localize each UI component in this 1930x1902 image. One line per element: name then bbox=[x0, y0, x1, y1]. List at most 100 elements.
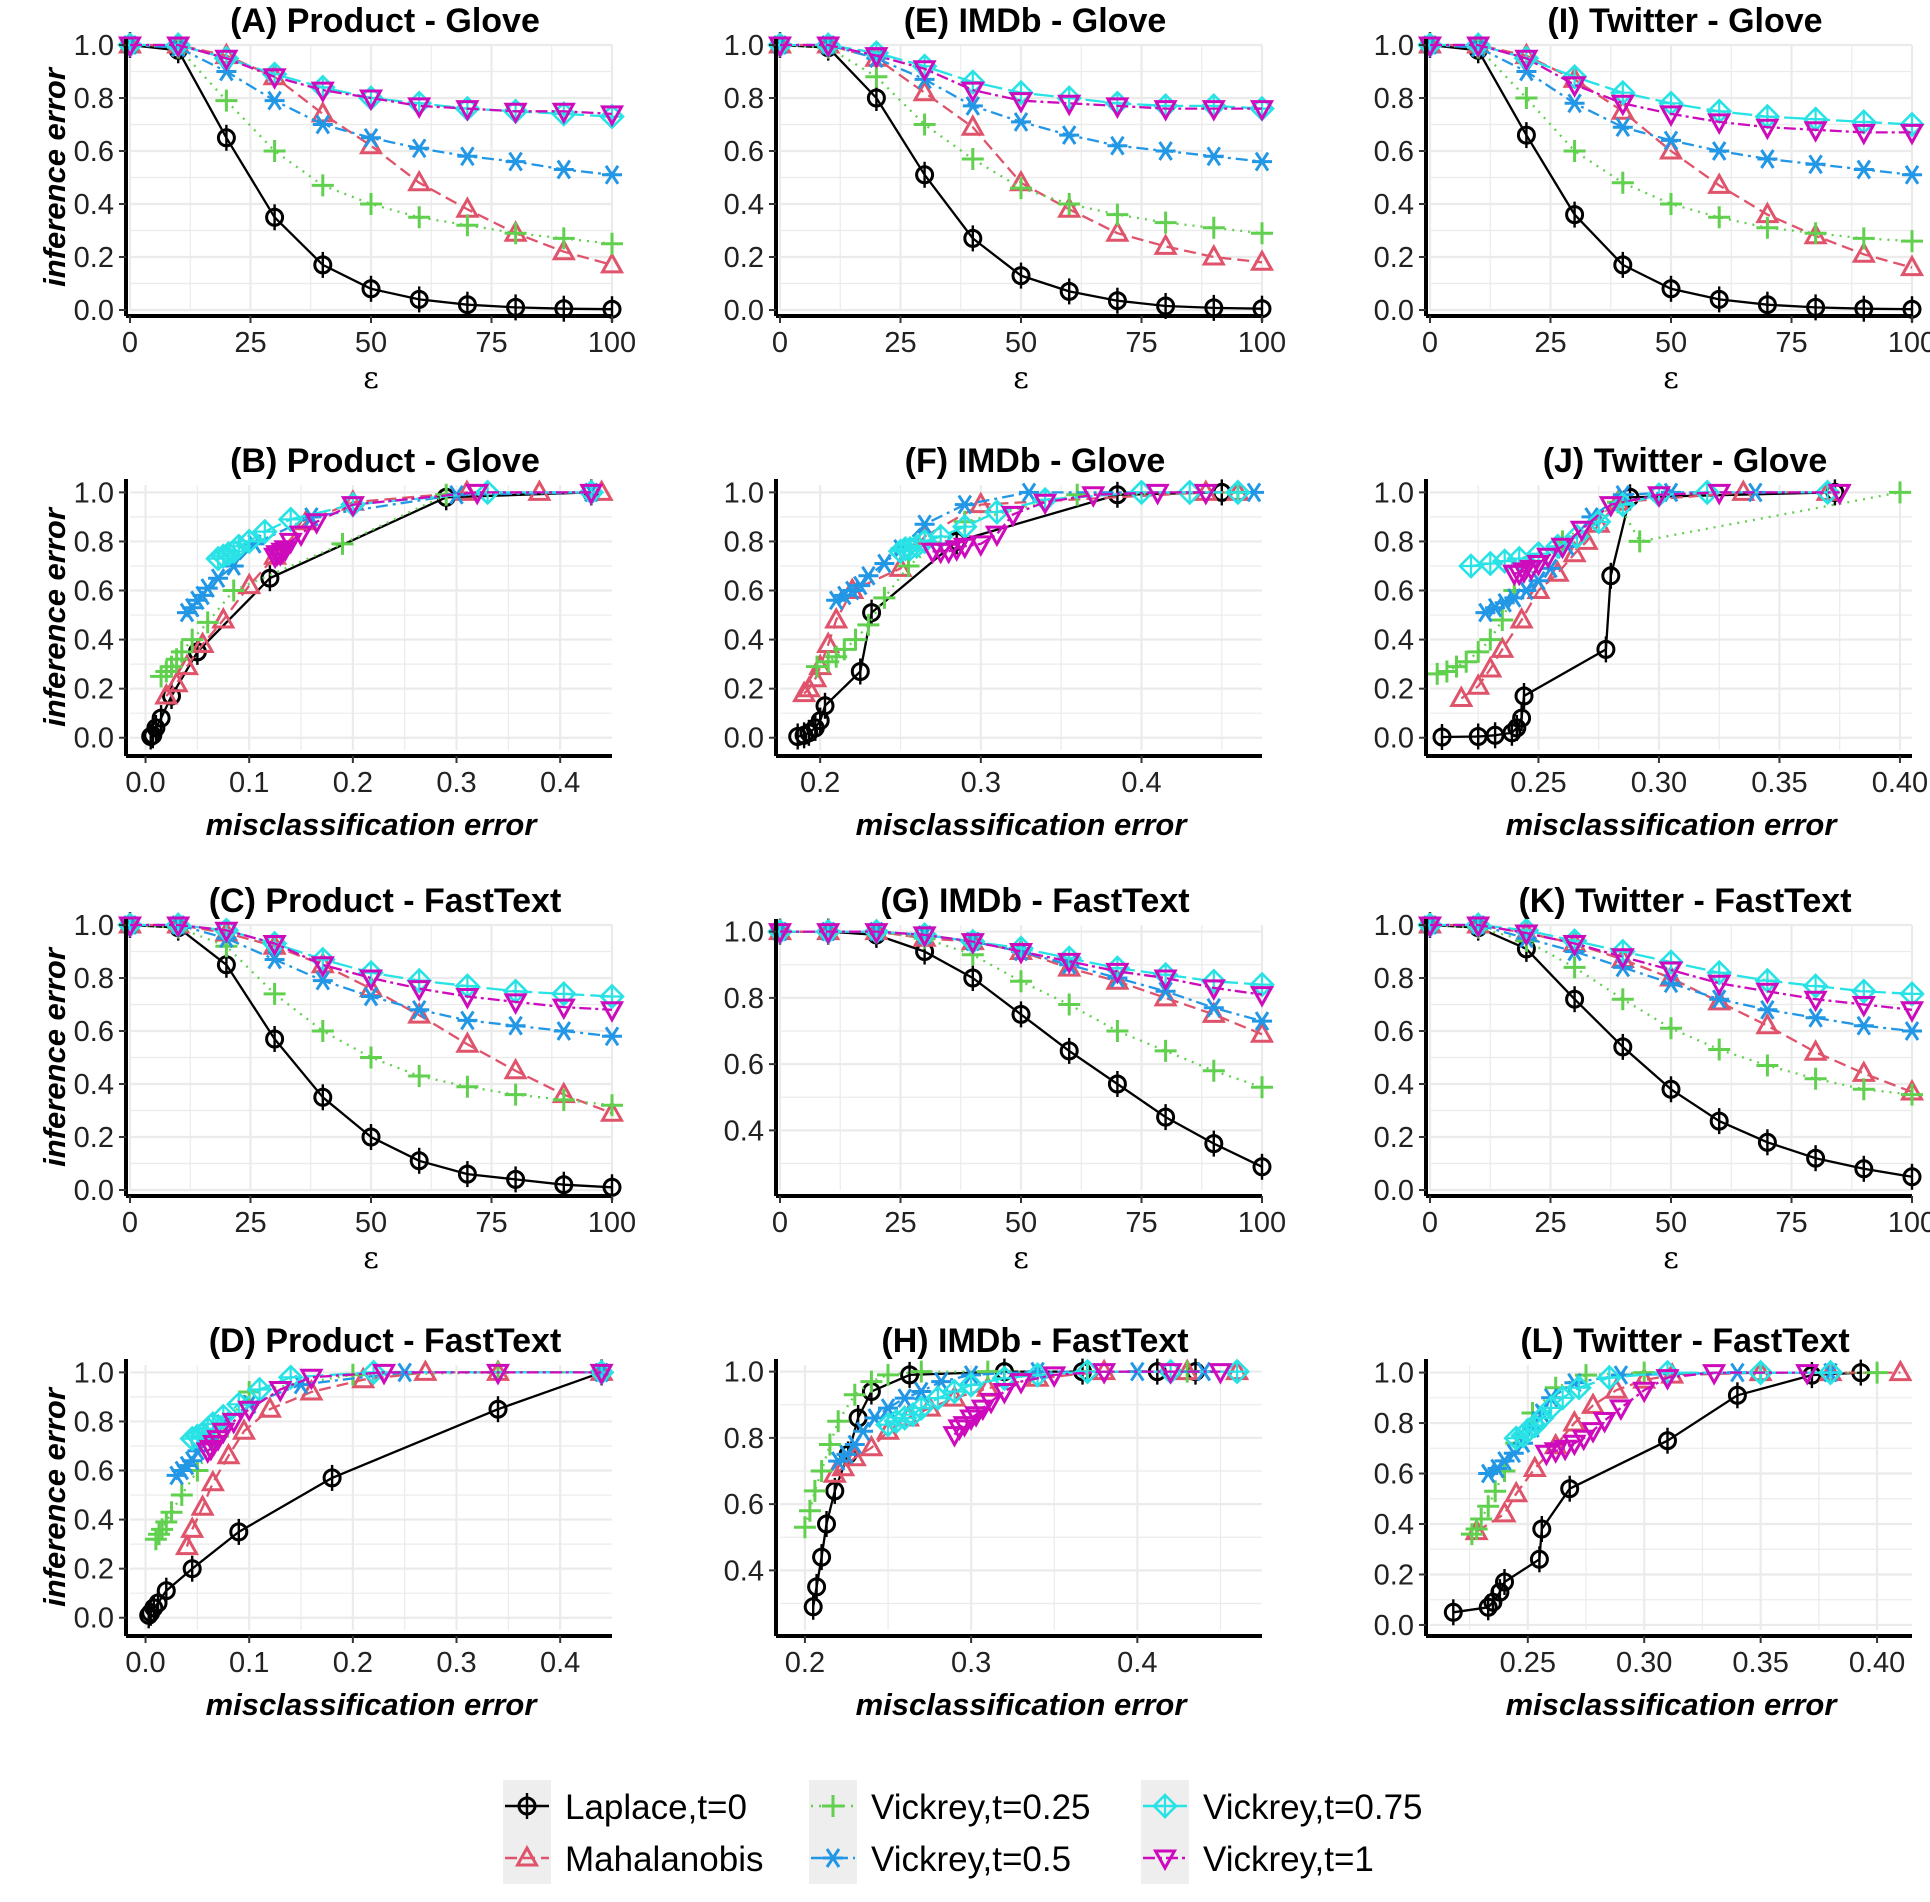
data-point bbox=[1204, 1129, 1224, 1159]
y-tick-label: 0.0 bbox=[74, 1175, 114, 1207]
data-point bbox=[1565, 984, 1585, 1014]
legend: Laplace,t=0 Mahalanobis Vickrey,t=0.25 V… bbox=[495, 1777, 1465, 1897]
x-tick-label: 0.1 bbox=[229, 767, 269, 799]
data-point bbox=[503, 1082, 529, 1108]
data-point bbox=[229, 1517, 249, 1547]
y-tick-label: 1.0 bbox=[1374, 30, 1414, 62]
data-point bbox=[1707, 140, 1731, 162]
series-mahalanobis bbox=[793, 480, 1249, 703]
panel-title: (C) Product - FastText bbox=[209, 882, 562, 920]
data-point bbox=[504, 1059, 527, 1080]
y-tick-label: 0.4 bbox=[724, 1555, 764, 1587]
series-line bbox=[1470, 491, 1828, 568]
y-tick-label: 0.6 bbox=[724, 136, 764, 168]
series-vickrey-t-1 bbox=[769, 923, 1273, 1007]
series-group bbox=[767, 30, 1275, 324]
data-point bbox=[1104, 202, 1130, 228]
panels: 0 25 50 75 100 0.0 0.2 0.4 0.6 0.8 1.0 (A) Product … bbox=[37, 2, 1930, 1722]
panel-d: 0.0 0.1 0.2 0.3 0.4 0.0 0.2 0.4 0.6 0.8 1.0 (D) Pro… bbox=[37, 1322, 615, 1722]
data-point bbox=[456, 1032, 479, 1053]
y-tick-label: 0.0 bbox=[74, 723, 114, 755]
y-tick-label: 0.0 bbox=[724, 723, 764, 755]
series-line bbox=[1429, 43, 1913, 176]
series-line bbox=[175, 1371, 602, 1477]
data-point bbox=[1011, 999, 1031, 1029]
series-vickrey-t-0-5 bbox=[118, 914, 624, 1047]
grid bbox=[778, 925, 1264, 1190]
y-tick-label: 0.2 bbox=[1374, 1559, 1414, 1591]
series-vickrey-t-1 bbox=[921, 483, 1217, 563]
y-tick-label: 0.4 bbox=[1374, 1509, 1414, 1541]
data-point bbox=[812, 1542, 832, 1572]
series-vickrey-t-1 bbox=[1419, 36, 1923, 144]
x-tick-label: 0.30 bbox=[1631, 767, 1687, 799]
data-point bbox=[1658, 1426, 1677, 1456]
x-tick-label: 0 bbox=[1422, 327, 1438, 359]
legend-label: Vickrey,t=0.75 bbox=[1203, 1788, 1423, 1827]
series-vickrey-t-0-25 bbox=[117, 32, 625, 257]
x-axis-label: ε bbox=[1663, 361, 1679, 396]
x-tick-label: 50 bbox=[1655, 327, 1687, 359]
panel-title: (L) Twitter - FastText bbox=[1520, 1322, 1849, 1360]
data-point bbox=[169, 1482, 195, 1508]
y-tick-label: 0.8 bbox=[74, 526, 114, 558]
data-point bbox=[1613, 1032, 1633, 1062]
x-tick-label: 100 bbox=[588, 327, 636, 359]
data-point bbox=[263, 90, 287, 112]
data-point bbox=[313, 250, 333, 280]
panel-title: (H) IMDb - FastText bbox=[881, 1322, 1188, 1360]
data-point bbox=[1727, 1380, 1747, 1410]
data-point bbox=[551, 1087, 577, 1113]
x-tick-label: 0.2 bbox=[785, 1647, 825, 1679]
y-tick-label: 0.8 bbox=[1374, 83, 1414, 115]
data-point bbox=[1658, 191, 1684, 217]
x-tick-label: 100 bbox=[1888, 1207, 1930, 1239]
data-point bbox=[1601, 561, 1621, 591]
x-tick-label: 0.4 bbox=[540, 767, 580, 799]
y-tick-label: 0.2 bbox=[74, 1122, 114, 1154]
data-point bbox=[1491, 637, 1514, 658]
data-point bbox=[1514, 681, 1534, 711]
series-line bbox=[130, 43, 613, 267]
data-point bbox=[1757, 1127, 1777, 1157]
x-tick-label: 50 bbox=[1655, 1207, 1687, 1239]
y-tick-label: 1.0 bbox=[724, 917, 764, 949]
y-tick-label: 0.2 bbox=[724, 242, 764, 274]
data-point bbox=[792, 1514, 818, 1540]
series-laplace-t-0 bbox=[1443, 1358, 1871, 1627]
data-point bbox=[330, 531, 355, 557]
data-point bbox=[1106, 221, 1129, 242]
x-axis-label: misclassification error bbox=[856, 1687, 1189, 1722]
series-line bbox=[1430, 923, 1913, 1011]
series-vickrey-t-0-25 bbox=[767, 32, 1275, 246]
series-vickrey-t-0-5 bbox=[118, 34, 624, 186]
data-point bbox=[552, 159, 576, 180]
data-point bbox=[1610, 170, 1636, 196]
series-vickrey-t-0-5 bbox=[175, 481, 603, 624]
data-point bbox=[201, 1471, 224, 1492]
x-tick-label: 0.25 bbox=[1510, 767, 1566, 799]
data-point bbox=[1889, 1361, 1912, 1382]
series-line bbox=[932, 491, 1206, 553]
y-tick-label: 0.6 bbox=[1374, 1459, 1414, 1491]
series-line bbox=[129, 43, 613, 176]
grid bbox=[130, 1365, 612, 1630]
data-point bbox=[1104, 1018, 1130, 1044]
series-laplace-t-0 bbox=[139, 1357, 612, 1630]
y-tick-label: 1.0 bbox=[1374, 477, 1414, 509]
x-tick-label: 0.40 bbox=[1872, 767, 1928, 799]
y-tick-label: 0.6 bbox=[1374, 136, 1414, 168]
series-laplace-t-0 bbox=[788, 477, 1232, 751]
legend-label: Vickrey,t=0.5 bbox=[871, 1840, 1071, 1879]
x-tick-label: 0.3 bbox=[436, 767, 476, 799]
series-mahalanobis bbox=[176, 1360, 613, 1556]
data-point bbox=[310, 1018, 336, 1044]
x-tick-label: 0.3 bbox=[951, 1647, 991, 1679]
data-point bbox=[802, 1478, 828, 1504]
series-line bbox=[1429, 923, 1913, 1096]
y-axis-label: inference error bbox=[37, 66, 72, 287]
data-point bbox=[1450, 687, 1473, 707]
data-point bbox=[1806, 1143, 1826, 1173]
data-point bbox=[807, 1572, 827, 1602]
grid bbox=[1428, 43, 1914, 312]
